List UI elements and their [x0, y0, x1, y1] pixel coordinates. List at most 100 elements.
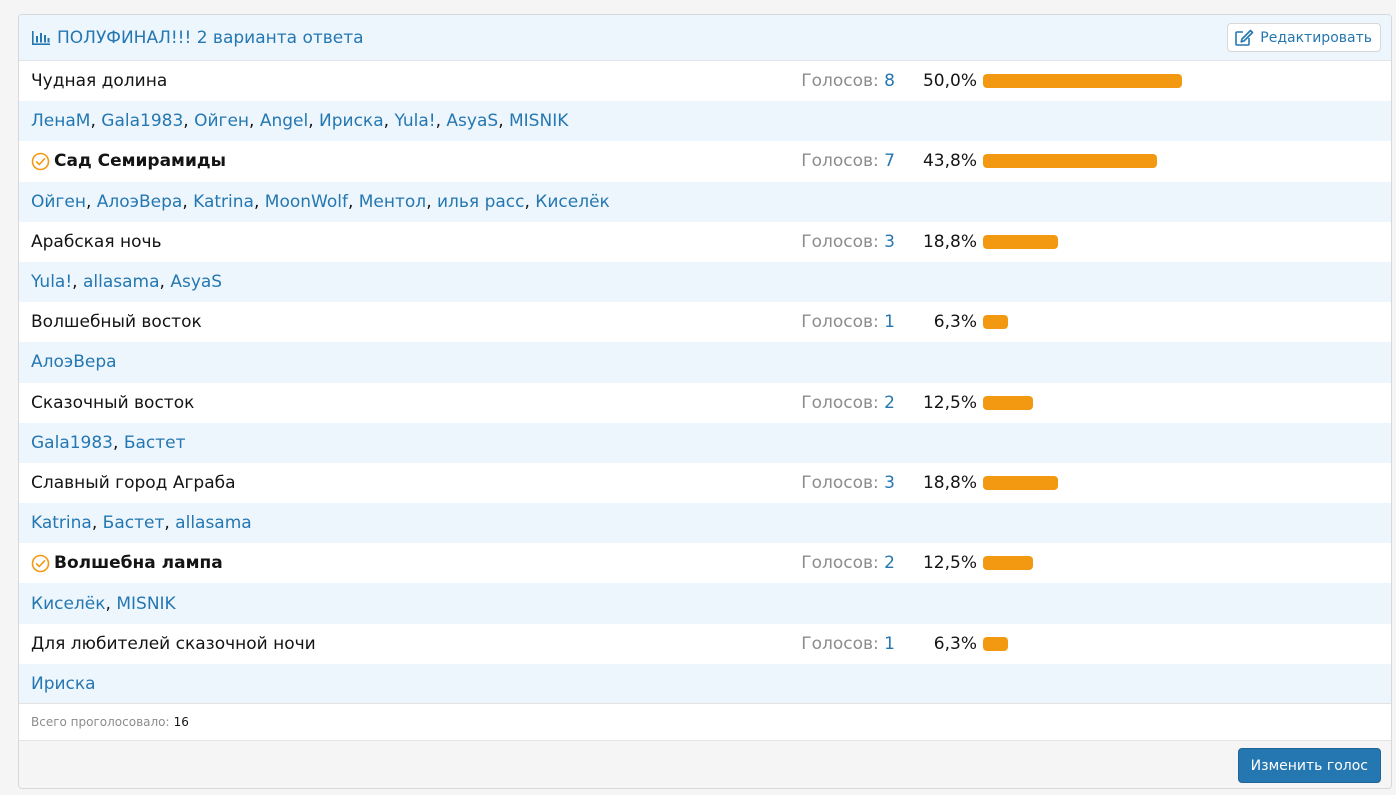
- voter-link[interactable]: Бастет: [123, 432, 186, 453]
- voter-link[interactable]: ЛенаМ: [31, 111, 91, 132]
- bar-chart-icon: [32, 30, 50, 45]
- voter-link[interactable]: Angel: [259, 111, 309, 132]
- vote-count-value[interactable]: 7: [884, 151, 895, 172]
- vote-count-label: Голосов:: [801, 392, 879, 413]
- voters-row: Киселёк, MISNIK: [19, 583, 1391, 624]
- voter-link[interactable]: Ириска: [31, 673, 96, 694]
- total-votes-label: Всего проголосовало:: [31, 715, 170, 729]
- voter-link[interactable]: АлоэВера: [31, 352, 117, 373]
- vote-percent: 18,8%: [922, 231, 977, 252]
- poll-option-row: Сад Семирамиды Голосов: 7 43,8%: [19, 141, 1391, 182]
- voter-link[interactable]: allasama: [175, 513, 252, 534]
- vote-count-value[interactable]: 3: [884, 472, 895, 493]
- vote-bar-track: [983, 556, 1381, 571]
- voter-link[interactable]: MISNIK: [116, 593, 176, 614]
- poll-option-label: Славный город Аграба: [31, 472, 236, 493]
- voters-row: Yula!, allasama, AsyaS: [19, 261, 1391, 303]
- vote-bar: [983, 636, 1008, 651]
- voter-separator: ,: [524, 191, 536, 212]
- voter-link[interactable]: Katrina: [31, 513, 92, 534]
- vote-count: Голосов: 2: [801, 553, 895, 573]
- poll-option-row: Для любителей сказочной ночи Голосов: 1 6,…: [19, 623, 1391, 664]
- poll-option-row: Сказочный восток Голосов: 2 12,5%: [19, 382, 1391, 423]
- vote-count-value[interactable]: 2: [884, 553, 895, 574]
- vote-bar: [983, 74, 1182, 89]
- vote-percent: 43,8%: [922, 151, 977, 172]
- poll-option: Для любителей сказочной ночи: [31, 634, 316, 654]
- voters-list: Katrina, Бастет, allasama: [31, 513, 252, 533]
- voters-row: Gala1983, Бастет: [19, 422, 1391, 463]
- voter-separator: ,: [498, 111, 509, 132]
- poll-option-label: Чудная долина: [31, 71, 168, 92]
- voter-link[interactable]: Gala1983: [31, 432, 113, 453]
- voter-link[interactable]: Ойген: [31, 191, 86, 212]
- voter-link[interactable]: АлоэВера: [96, 191, 183, 212]
- vote-count-label: Голосов:: [801, 71, 879, 92]
- voter-separator: ,: [426, 191, 437, 212]
- voters-list: Ойген, АлоэВера, Katrina, MoonWolf, Мент…: [31, 192, 610, 212]
- voter-separator: ,: [253, 191, 265, 212]
- poll-option: Чудная долина: [31, 71, 167, 91]
- voter-link[interactable]: илья расс: [437, 191, 525, 212]
- poll-option-row: Волшебный восток Голосов: 1 6,3%: [19, 302, 1391, 343]
- poll-title: ПОЛУФИНАЛ!!! 2 варианта ответа: [31, 28, 364, 48]
- vote-count: Голосов: 3: [801, 232, 895, 252]
- change-vote-button[interactable]: Изменить голос: [1237, 748, 1381, 783]
- vote-bar-track: [983, 315, 1381, 330]
- voter-link[interactable]: Киселёк: [535, 191, 610, 212]
- poll-header: ПОЛУФИНАЛ!!! 2 варианта ответа Редактиро…: [19, 15, 1391, 61]
- vote-count: Голосов: 2: [801, 393, 895, 413]
- voter-link[interactable]: allasama: [82, 272, 160, 293]
- poll-option-label: Волшебна лампа: [54, 553, 223, 574]
- vote-count-value[interactable]: 2: [884, 392, 895, 413]
- voter-link[interactable]: AsyaS: [446, 111, 499, 132]
- check-circle-icon: [31, 554, 50, 573]
- voter-link[interactable]: MoonWolf: [264, 191, 348, 212]
- vote-bar: [983, 475, 1058, 490]
- vote-count: Голосов: 1: [801, 312, 895, 332]
- check-circle-icon: [31, 152, 50, 171]
- vote-count-label: Голосов:: [801, 312, 879, 333]
- poll-option-row: Арабская ночь Голосов: 3 18,8%: [19, 221, 1391, 262]
- vote-count-value[interactable]: 3: [884, 231, 895, 252]
- voters-row: Katrina, Бастет, allasama: [19, 503, 1391, 544]
- poll-footer: Изменить голос: [19, 740, 1391, 788]
- poll-option: Славный город Аграба: [31, 473, 236, 493]
- vote-bar-track: [983, 395, 1381, 410]
- poll-option-label: Арабская ночь: [31, 231, 162, 252]
- voter-link[interactable]: Ириска: [319, 111, 384, 132]
- voter-separator: ,: [249, 111, 260, 132]
- vote-count-value[interactable]: 1: [884, 633, 895, 654]
- vote-count-value[interactable]: 8: [884, 71, 895, 92]
- voter-link[interactable]: Киселёк: [31, 593, 106, 614]
- poll-results: Чудная долина Голосов: 8 50,0% ЛенаМ, Gala1…: [19, 61, 1391, 704]
- voter-separator: ,: [159, 272, 171, 293]
- voter-separator: ,: [308, 111, 320, 132]
- poll-option: Волшебна лампа: [31, 553, 223, 573]
- voter-link[interactable]: Ментол: [358, 191, 427, 212]
- voter-link[interactable]: MISNIK: [509, 111, 569, 132]
- voter-link[interactable]: Yula!: [394, 111, 436, 132]
- voter-link[interactable]: Katrina: [193, 191, 254, 212]
- voter-link[interactable]: Бастет: [102, 513, 165, 534]
- voter-separator: ,: [164, 513, 176, 534]
- voter-separator: ,: [347, 191, 359, 212]
- voter-link[interactable]: Gala1983: [101, 111, 184, 132]
- voter-link[interactable]: Ойген: [194, 111, 250, 132]
- voters-list: Gala1983, Бастет: [31, 433, 186, 453]
- voter-separator: ,: [105, 593, 117, 614]
- voter-separator: ,: [91, 513, 103, 534]
- poll-option: Сказочный восток: [31, 393, 194, 413]
- voter-link[interactable]: Yula!: [31, 272, 73, 293]
- vote-count-label: Голосов:: [801, 472, 879, 493]
- poll-option-label: Сказочный восток: [31, 392, 195, 413]
- poll-title-text: ПОЛУФИНАЛ!!! 2 варианта ответа: [57, 27, 364, 48]
- vote-bar: [983, 315, 1008, 330]
- vote-bar-track: [983, 74, 1381, 89]
- vote-count: Голосов: 1: [801, 634, 895, 654]
- voter-link[interactable]: AsyaS: [170, 272, 223, 293]
- vote-percent: 12,5%: [922, 392, 977, 413]
- vote-count-value[interactable]: 1: [884, 312, 895, 333]
- edit-poll-button[interactable]: Редактировать: [1227, 23, 1381, 52]
- vote-count-label: Голосов:: [801, 553, 879, 574]
